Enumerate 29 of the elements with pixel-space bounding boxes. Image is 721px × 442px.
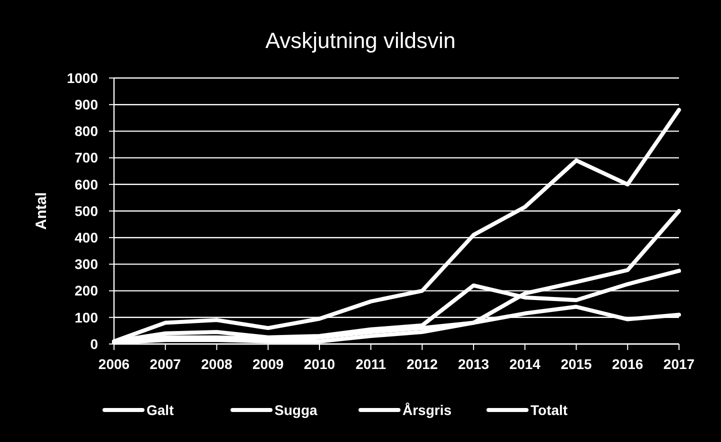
x-tick-label: 2011 [356, 356, 386, 372]
y-tick-label: 100 [74, 309, 98, 326]
chart-title: Avskjutning vildsvin [265, 28, 456, 53]
x-tick-label: 2014 [509, 356, 541, 372]
x-tick-label: 2013 [458, 356, 490, 372]
x-tick-label: 2012 [406, 356, 438, 372]
y-tick-label: 900 [74, 96, 98, 112]
y-tick-label: 1000 [66, 70, 98, 86]
x-tick-label: 2009 [252, 356, 284, 372]
y-axis-title: Antal [33, 192, 50, 230]
y-tick-label: 400 [74, 230, 98, 246]
x-tick-label: 2006 [98, 356, 130, 372]
y-tick-label: 500 [74, 202, 98, 219]
x-tick-label: 2007 [150, 356, 182, 372]
x-tick-label: 2015 [560, 356, 592, 372]
x-tick-label: 2016 [612, 356, 644, 372]
legend-label: Totalt [530, 402, 568, 418]
y-tick-label: 200 [74, 282, 98, 299]
legend-label: Galt [146, 402, 174, 418]
y-tick-label: 700 [74, 150, 98, 166]
x-tick-label: 2010 [304, 356, 336, 372]
legend-label: Sugga [274, 402, 318, 418]
y-tick-label: 600 [74, 176, 98, 192]
legend-label: Årsgris [402, 402, 452, 418]
x-tick-label: 2008 [201, 356, 233, 372]
y-tick-label: 800 [74, 123, 98, 140]
y-tick-label: 0 [90, 336, 98, 352]
x-tick-label: 2017 [663, 356, 695, 372]
y-tick-label: 300 [74, 256, 98, 272]
